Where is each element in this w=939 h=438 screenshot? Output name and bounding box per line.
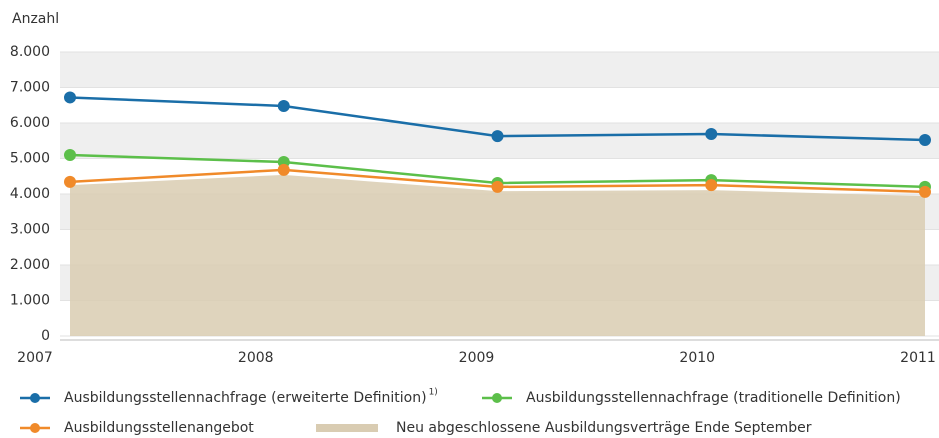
y-tick-label: 7.000: [10, 80, 50, 96]
legend-label: Ausbildungsstellenangebot: [64, 420, 254, 436]
legend-item: Ausbildungsstellenangebot: [20, 420, 254, 436]
point: [277, 163, 290, 176]
legend-item: Ausbildungsstellennachfrage (erweiterte …: [20, 388, 438, 406]
y-tick-label: 6.000: [10, 115, 50, 131]
x-tick-label: 2008: [238, 350, 274, 366]
legend-marker: [492, 393, 502, 403]
y-tick-label: 5.000: [10, 151, 50, 167]
y-tick-label: 1.000: [10, 293, 50, 309]
point: [491, 130, 504, 143]
y-tick-label: 4.000: [10, 186, 50, 202]
legend-label: Neu abgeschlossene Ausbildungsverträge E…: [396, 420, 812, 436]
y-axis-label: Anzahl: [12, 11, 59, 27]
point: [919, 134, 931, 147]
point: [277, 99, 290, 112]
legend-label: Ausbildungsstellennachfrage (erweiterte …: [64, 390, 427, 406]
x-tick-label: 2007: [17, 350, 53, 366]
legend-note: 1): [429, 388, 438, 398]
x-tick-label: 2010: [679, 350, 715, 366]
legend-label: Ausbildungsstellennachfrage (traditionel…: [526, 390, 901, 406]
grid-band: [60, 52, 939, 88]
point: [705, 128, 718, 141]
legend-item: Neu abgeschlossene Ausbildungsverträge E…: [316, 420, 812, 436]
point: [64, 148, 76, 161]
legend-marker: [30, 423, 40, 433]
y-tick-label: 0: [41, 328, 50, 344]
area: [70, 174, 925, 336]
y-tick-label: 8.000: [10, 44, 50, 60]
point: [919, 185, 931, 198]
point: [64, 175, 76, 188]
x-tick-label: 2011: [900, 350, 936, 366]
y-tick-label: 2.000: [10, 257, 50, 273]
point: [705, 179, 718, 192]
point: [491, 180, 504, 193]
legend-swatch: [316, 424, 378, 432]
x-tick-label: 2009: [459, 350, 495, 366]
point: [64, 91, 76, 104]
legend-marker: [30, 393, 40, 403]
legend-item: Ausbildungsstellennachfrage (traditionel…: [482, 390, 901, 406]
y-tick-label: 3.000: [10, 222, 50, 238]
